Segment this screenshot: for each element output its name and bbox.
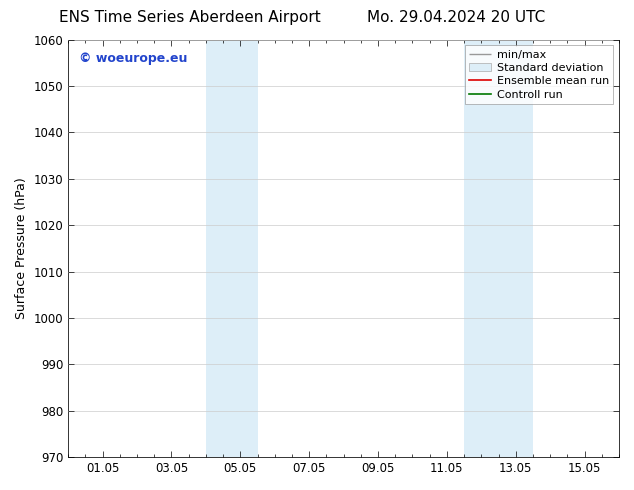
Y-axis label: Surface Pressure (hPa): Surface Pressure (hPa): [15, 177, 28, 319]
Text: Mo. 29.04.2024 20 UTC: Mo. 29.04.2024 20 UTC: [367, 10, 546, 25]
Bar: [464, 40, 533, 457]
Bar: [206, 40, 257, 457]
Legend: min/max, Standard deviation, Ensemble mean run, Controll run: min/max, Standard deviation, Ensemble me…: [465, 45, 614, 104]
Text: ENS Time Series Aberdeen Airport: ENS Time Series Aberdeen Airport: [60, 10, 321, 25]
Text: © woeurope.eu: © woeurope.eu: [79, 52, 188, 65]
